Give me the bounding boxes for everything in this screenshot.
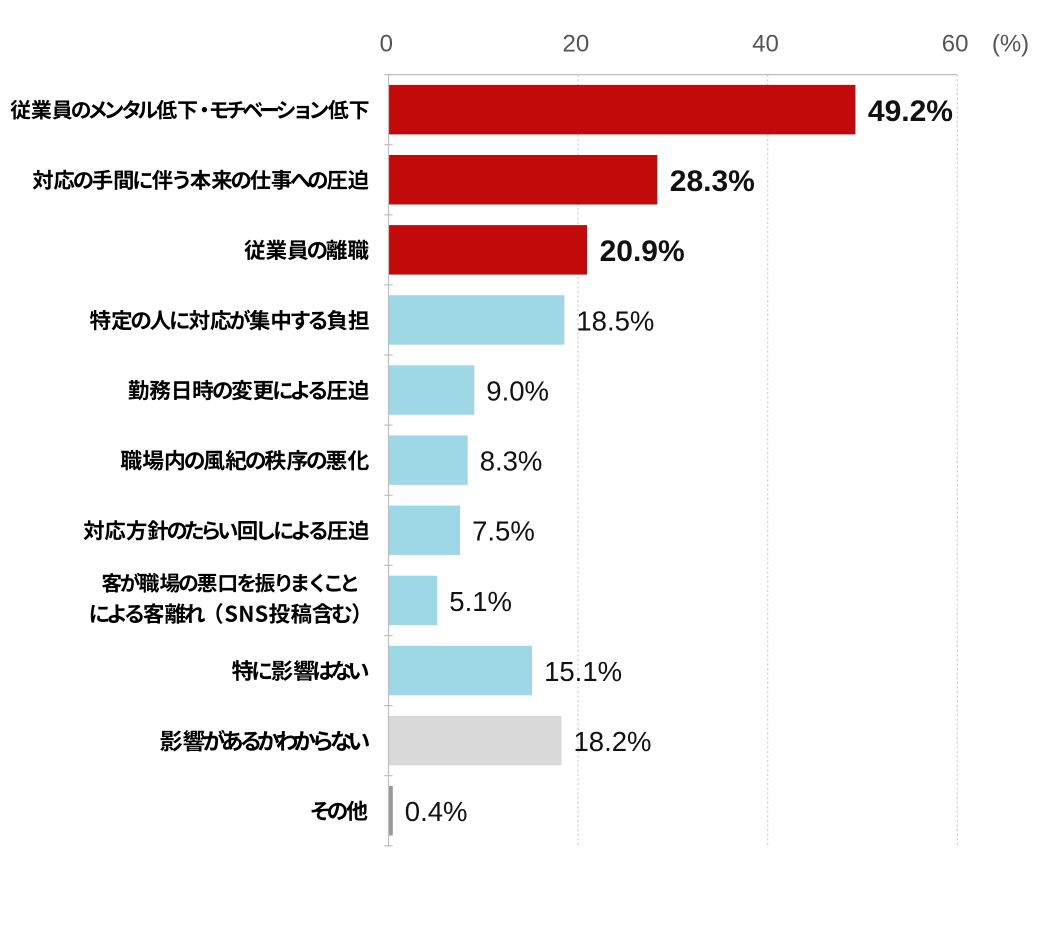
svg-text:5.1%: 5.1% xyxy=(449,586,512,617)
svg-text:15.1%: 15.1% xyxy=(544,656,622,687)
svg-text:8.3%: 8.3% xyxy=(480,446,543,477)
svg-text:7.5%: 7.5% xyxy=(472,516,535,547)
svg-text:(%): (%) xyxy=(992,31,1029,58)
svg-text:20.9%: 20.9% xyxy=(600,235,685,268)
svg-text:28.3%: 28.3% xyxy=(670,165,755,198)
svg-text:40: 40 xyxy=(752,31,779,58)
svg-text:0: 0 xyxy=(380,31,393,58)
svg-text:20: 20 xyxy=(563,31,590,58)
svg-text:0.4%: 0.4% xyxy=(405,796,468,827)
svg-text:18.2%: 18.2% xyxy=(574,726,652,757)
svg-text:9.0%: 9.0% xyxy=(486,376,549,407)
svg-text:18.5%: 18.5% xyxy=(576,305,654,336)
svg-text:49.2%: 49.2% xyxy=(868,95,953,128)
svg-text:60: 60 xyxy=(942,31,969,58)
